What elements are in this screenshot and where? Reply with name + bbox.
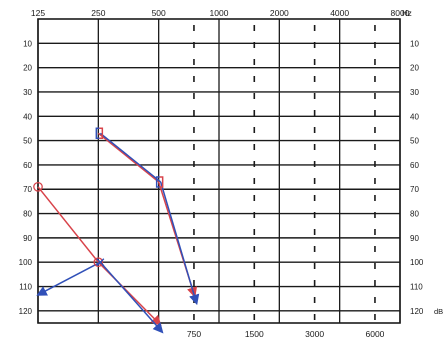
left-db-label: 60 xyxy=(23,161,32,170)
left-db-label: 40 xyxy=(23,112,32,121)
bottom-tick-label: 750 xyxy=(187,329,201,339)
left-db-label: 10 xyxy=(23,39,32,48)
right-db-label: 10 xyxy=(410,39,419,48)
top-tick-label: 1000 xyxy=(210,8,229,18)
top-tick-label: 8000 xyxy=(391,8,410,18)
right-db-label: 20 xyxy=(410,64,419,73)
right-db-label: 50 xyxy=(410,137,419,146)
right-db-label: 120 xyxy=(410,307,424,316)
series-2-segment xyxy=(97,261,162,326)
top-tick-label: 250 xyxy=(91,8,105,18)
top-tick-label: 125 xyxy=(31,8,45,18)
bottom-tick-label: 6000 xyxy=(365,329,384,339)
left-db-label: 50 xyxy=(23,137,32,146)
series-markers xyxy=(33,127,164,268)
top-tick-label: 2000 xyxy=(270,8,289,18)
left-db-label: 70 xyxy=(23,185,32,194)
grid xyxy=(37,18,401,324)
series-1-segment xyxy=(99,132,162,183)
series-1-segment xyxy=(159,181,200,306)
right-db-label: 60 xyxy=(410,161,419,170)
left-db-label: 90 xyxy=(23,234,32,243)
top-unit-label: Hz xyxy=(402,9,412,18)
left-db-label: 100 xyxy=(19,258,33,267)
series-lines xyxy=(36,132,200,334)
right-db-label: 40 xyxy=(410,112,419,121)
series-3-segment xyxy=(36,261,101,296)
series-0-bracket-marker xyxy=(159,176,164,188)
left-db-label: 80 xyxy=(23,210,32,219)
series-0-bracket-marker xyxy=(99,127,104,140)
series-0-segment xyxy=(97,132,160,183)
series-3-cross-marker xyxy=(96,258,105,267)
bottom-tick-label: 3000 xyxy=(305,329,324,339)
right-db-label: 70 xyxy=(410,185,419,194)
left-db-label: 120 xyxy=(19,307,33,316)
top-tick-label: 4000 xyxy=(330,8,349,18)
right-unit-label: dB xyxy=(434,307,443,316)
series-3-segment xyxy=(99,261,164,334)
left-db-label: 110 xyxy=(19,283,32,292)
series-1-bracket-marker xyxy=(95,127,100,140)
right-db-label: 90 xyxy=(410,234,419,243)
right-db-label: 80 xyxy=(410,210,419,219)
right-db-label: 100 xyxy=(410,258,424,267)
series-2-circle-marker xyxy=(93,257,104,268)
left-db-label: 20 xyxy=(23,64,32,73)
bottom-tick-label: 1500 xyxy=(245,329,264,339)
series-1-bracket-marker xyxy=(155,176,160,188)
series-2-segment xyxy=(37,186,99,263)
top-tick-label: 500 xyxy=(152,8,166,18)
right-db-label: 30 xyxy=(410,88,419,97)
series-2-circle-marker xyxy=(33,181,43,192)
left-db-label: 30 xyxy=(23,88,32,97)
right-db-label: 110 xyxy=(410,283,423,292)
